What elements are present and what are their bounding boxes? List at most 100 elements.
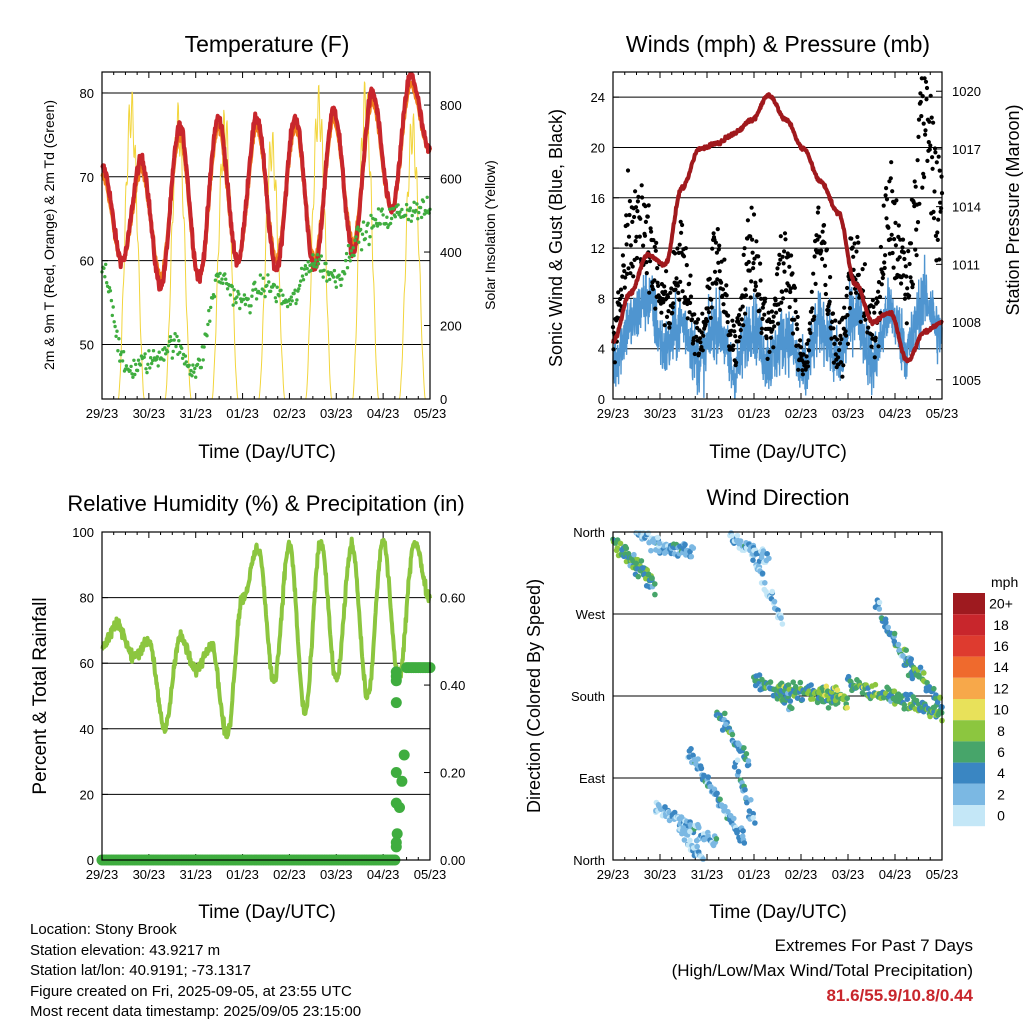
y-tick-label: 0 <box>87 853 94 868</box>
gust-point <box>880 275 885 281</box>
x-tick-label: 04/23 <box>879 406 912 421</box>
x-tick-label: 29/23 <box>597 406 630 421</box>
gust-point <box>782 231 788 236</box>
gust-point <box>856 240 861 245</box>
direction-point <box>797 679 804 686</box>
gust-point <box>616 290 621 295</box>
gust-point <box>820 256 825 262</box>
gust-point <box>767 349 772 354</box>
direction-point <box>735 768 742 775</box>
dewpoint-point <box>124 364 129 368</box>
x-tick-label: 31/23 <box>179 867 212 882</box>
direction-point <box>744 799 750 806</box>
dewpoint-point <box>150 361 154 366</box>
gust-point <box>781 261 786 266</box>
direction-point <box>729 533 735 539</box>
direction-point <box>891 630 898 637</box>
legend-label: 0 <box>997 808 1005 824</box>
gust-point <box>737 322 742 327</box>
dewpoint-point <box>195 362 200 367</box>
dewpoint-point <box>344 251 349 256</box>
gust-point <box>668 290 673 295</box>
dewpoint-point <box>321 275 325 279</box>
legend-label: 12 <box>993 680 1009 696</box>
dewpoint-point <box>381 213 385 217</box>
gust-point <box>795 314 800 320</box>
direction-point <box>655 534 661 541</box>
gust-point <box>741 323 746 328</box>
gust-point <box>778 257 783 262</box>
gust-point <box>707 276 712 281</box>
gust-point <box>738 307 743 312</box>
legend-label: 16 <box>993 638 1009 654</box>
gust-point <box>753 280 758 285</box>
legend-swatch <box>953 783 985 805</box>
dewpoint-point <box>277 294 281 298</box>
y-tick-label: 16 <box>591 191 605 206</box>
dewpoint-point <box>376 207 381 211</box>
dewpoint-point <box>249 304 253 308</box>
gust-point <box>635 209 640 214</box>
gust-point <box>655 266 660 271</box>
dewpoint-point <box>267 280 271 284</box>
gust-point <box>665 294 671 299</box>
legend-swatch <box>953 762 985 784</box>
direction-point <box>787 698 794 704</box>
dewpoint-point <box>234 301 238 305</box>
gust-point <box>753 284 759 289</box>
y-tick-label: 100 <box>72 525 94 540</box>
dewpoint-point <box>171 349 175 354</box>
dewpoint-point <box>266 273 270 277</box>
dewpoint-point <box>372 224 376 228</box>
legend-title: mph <box>991 574 1018 590</box>
gust-point <box>725 320 730 325</box>
gust-point <box>926 140 931 145</box>
gust-point <box>884 186 889 191</box>
gust-point <box>830 311 836 316</box>
dewpoint-point <box>360 232 365 236</box>
dewpoint-point <box>346 243 351 248</box>
gust-point <box>612 360 618 365</box>
gust-point <box>837 341 843 346</box>
direction-point <box>767 679 774 685</box>
gust-point <box>644 260 649 265</box>
gust-point <box>692 312 697 317</box>
gust-point <box>816 205 821 210</box>
gust-point <box>667 325 672 330</box>
dewpoint-point <box>250 294 254 298</box>
gust-point <box>933 150 938 155</box>
dewpoint-point <box>169 338 173 343</box>
gust-point <box>927 147 932 152</box>
gust-point <box>709 305 714 310</box>
dewpoint-point <box>238 306 242 311</box>
dewpoint-point <box>357 240 361 244</box>
gust-point <box>877 294 883 299</box>
gust-point <box>936 154 941 159</box>
dewpoint-point <box>228 293 233 297</box>
legend-swatch <box>953 720 985 742</box>
gust-point <box>888 237 893 242</box>
dewpoint-point <box>299 266 304 271</box>
gust-point <box>872 355 877 360</box>
plot-frame <box>101 531 431 861</box>
dewpoint-point <box>302 267 307 271</box>
gust-point <box>878 244 884 250</box>
gust-point <box>662 323 667 328</box>
direction-point <box>651 539 657 545</box>
gust-point <box>913 247 918 252</box>
direction-point <box>729 731 736 738</box>
gust-point <box>760 316 765 321</box>
gust-point <box>845 285 850 291</box>
gust-point <box>923 128 928 133</box>
direction-point <box>916 672 922 679</box>
legend-label: 6 <box>997 744 1005 760</box>
dewpoint-point <box>421 199 426 204</box>
dewpoint-point <box>389 216 394 221</box>
direction-point <box>717 796 723 803</box>
gust-point <box>746 259 751 265</box>
dewpoint-point <box>337 273 341 277</box>
dewpoint-point <box>419 215 424 220</box>
gust-point <box>809 309 814 314</box>
dewpoint-point <box>410 213 414 218</box>
dewpoint-point <box>344 258 348 263</box>
